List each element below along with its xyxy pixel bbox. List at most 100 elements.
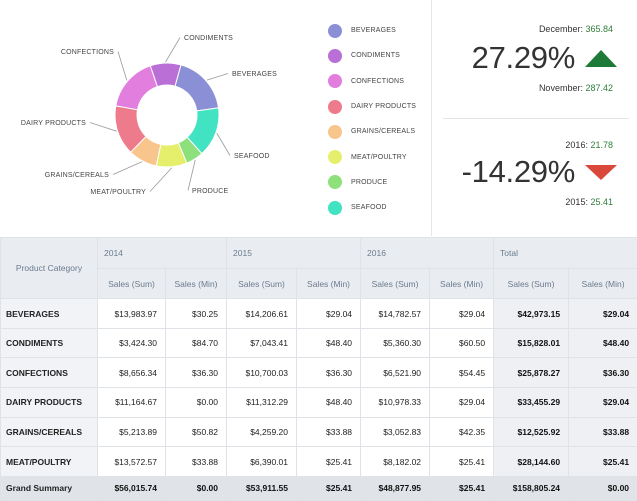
data-cell: $11,312.29 — [226, 387, 298, 418]
column-header-year-2016[interactable]: 2016 — [360, 236, 495, 270]
table-row: CONDIMENTS $3,424.30 $84.70 $7,043.41 $48.40… — [0, 327, 637, 359]
total-cell: $33.88 — [568, 416, 637, 448]
data-cell: $29.04 — [429, 298, 495, 329]
pivot-header-row-measures: Sales (Sum) Sales (Min) Sales (Sum) Sales (… — [1, 268, 637, 300]
legend-item-confections[interactable]: CONFECTIONS — [328, 69, 428, 94]
legend-item-dairy-products[interactable]: DAIRY PRODUCTS — [328, 94, 428, 119]
grand-summary-cell: $48,877.95 — [360, 475, 431, 501]
measure-header[interactable]: Sales (Sum) — [226, 268, 298, 300]
legend-pie-icon — [328, 175, 342, 190]
table-row: CONFECTIONS $8,656.34 $36.30 $10,700.03 $36.… — [0, 357, 637, 389]
kpi-yearly-previous-value: 25.41 — [590, 197, 613, 207]
table-row: BEVERAGES $13,983.97 $30.25 $14,206.61 $29.0… — [0, 298, 637, 329]
row-header[interactable]: CONFECTIONS — [0, 357, 98, 389]
donut-label-dairy-products: DAIRY PRODUCTS — [21, 120, 86, 127]
measure-header[interactable]: Sales (Min) — [429, 268, 495, 300]
data-cell: $14,206.61 — [226, 298, 298, 329]
donut-label-confections: CONFECTIONS — [61, 49, 114, 56]
data-cell: $25.41 — [296, 446, 362, 477]
kpi-monthly-current: December: 365.84 — [433, 24, 637, 34]
data-cell: $54.45 — [429, 357, 495, 389]
row-header[interactable]: GRAINS/CEREALS — [0, 416, 98, 448]
column-header-total[interactable]: Total — [493, 236, 637, 270]
chart-legend: BEVERAGES CONDIMENTS CONFECTIONS DAIRY PROD… — [328, 18, 428, 220]
legend-label: GRAINS/CEREALS — [351, 128, 416, 136]
leader-line-produce — [187, 159, 196, 191]
legend-item-grains-cereals[interactable]: GRAINS/CEREALS — [328, 119, 428, 144]
kpi-monthly: December: 365.84 27.29% November: 287.42 — [433, 24, 637, 93]
data-cell: $6,390.01 — [226, 446, 298, 477]
donut-label-seafood: SEAFOOD — [234, 153, 270, 160]
row-header[interactable]: CONDIMENTS — [0, 327, 98, 359]
row-header[interactable]: BEVERAGES — [0, 298, 98, 329]
data-cell: $33.88 — [164, 446, 228, 477]
kpi-yearly-percent: -14.29% — [461, 154, 576, 189]
data-cell: $29.04 — [296, 298, 362, 329]
kpi-monthly-previous-label: November: — [538, 83, 583, 93]
kpi-monthly-main: 27.29% — [433, 40, 637, 76]
legend-item-meat-poultry[interactable]: MEAT/POULTRY — [328, 144, 428, 169]
measure-header[interactable]: Sales (Min) — [296, 268, 362, 300]
kpi-monthly-current-value: 365.84 — [585, 24, 613, 34]
data-cell: $36.30 — [164, 357, 228, 389]
legend-pie-icon — [328, 200, 342, 215]
measure-header[interactable]: Sales (Sum) — [493, 268, 570, 300]
donut-label-grains-cereals: GRAINS/CEREALS — [45, 172, 109, 179]
donut-label-beverages: BEVERAGES — [232, 71, 277, 78]
kpi-yearly-current-value: 21.78 — [590, 140, 613, 150]
total-cell: $29.04 — [568, 298, 637, 329]
grand-summary-cell: $0.00 — [164, 475, 228, 501]
legend-label: MEAT/POULTRY — [351, 153, 407, 161]
legend-item-condiments[interactable]: CONDIMENTS — [328, 43, 428, 68]
kpi-yearly: 2016: 21.78 -14.29% 2015: 25.41 — [433, 140, 637, 207]
donut-slice-condiments[interactable] — [149, 62, 182, 88]
data-cell: $14,782.57 — [360, 298, 431, 329]
data-cell: $5,360.30 — [360, 327, 431, 359]
column-header-year-2015[interactable]: 2015 — [226, 236, 362, 270]
data-cell: $8,656.34 — [97, 357, 166, 389]
donut-slice-beverages[interactable] — [174, 64, 220, 112]
data-cell: $8,182.02 — [360, 446, 431, 477]
donut-slice-confections[interactable] — [115, 65, 159, 111]
row-header[interactable]: DAIRY PRODUCTS — [0, 387, 98, 418]
total-cell: $42,973.15 — [493, 298, 570, 329]
leader-line-meat-poultry — [149, 167, 173, 192]
legend-pie-icon — [328, 23, 342, 38]
column-header-year-2014[interactable]: 2014 — [96, 236, 228, 270]
total-cell: $28,144.60 — [493, 446, 570, 477]
leader-line-seafood — [216, 132, 231, 156]
grand-summary-total-cell: $158,805.24 — [493, 475, 570, 501]
total-cell: $15,828.01 — [493, 327, 570, 359]
legend-item-seafood[interactable]: SEAFOOD — [328, 195, 428, 220]
total-cell: $29.04 — [568, 387, 637, 418]
kpi-yearly-main: -14.29% — [433, 154, 637, 190]
measure-header[interactable]: Sales (Sum) — [360, 268, 431, 300]
total-cell: $25.41 — [568, 446, 637, 477]
kpi-monthly-current-label: December: — [538, 24, 583, 34]
total-cell: $33,455.29 — [493, 387, 570, 418]
total-cell: $48.40 — [568, 327, 637, 359]
row-header[interactable]: MEAT/POULTRY — [0, 446, 98, 477]
grand-summary-cell: $25.41 — [296, 475, 362, 501]
legend-item-produce[interactable]: PRODUCE — [328, 170, 428, 195]
measure-header[interactable]: Sales (Min) — [164, 268, 228, 300]
legend-pie-icon — [328, 99, 342, 114]
measure-header[interactable]: Sales (Min) — [568, 268, 637, 300]
data-cell: $42.35 — [429, 416, 495, 448]
legend-pie-icon — [328, 150, 342, 165]
kpi-panel: December: 365.84 27.29% November: 287.42… — [433, 0, 637, 236]
legend-pie-icon — [328, 74, 342, 89]
grand-summary-cell: $25.41 — [429, 475, 495, 501]
legend-item-beverages[interactable]: BEVERAGES — [328, 18, 428, 43]
legend-pie-icon — [328, 48, 342, 63]
measure-header[interactable]: Sales (Sum) — [97, 268, 166, 300]
donut-label-condiments: CONDIMENTS — [184, 35, 233, 42]
data-cell: $13,572.57 — [97, 446, 166, 477]
leader-line-confections — [117, 51, 128, 81]
legend-label: CONFECTIONS — [351, 77, 405, 85]
kpi-yearly-current: 2016: 21.78 — [433, 140, 637, 150]
trend-up-icon — [585, 49, 617, 67]
leader-line-dairy-products — [89, 122, 117, 132]
row-field-header[interactable]: Product Category — [0, 236, 98, 300]
grand-summary-header: Grand Summary — [0, 475, 98, 501]
